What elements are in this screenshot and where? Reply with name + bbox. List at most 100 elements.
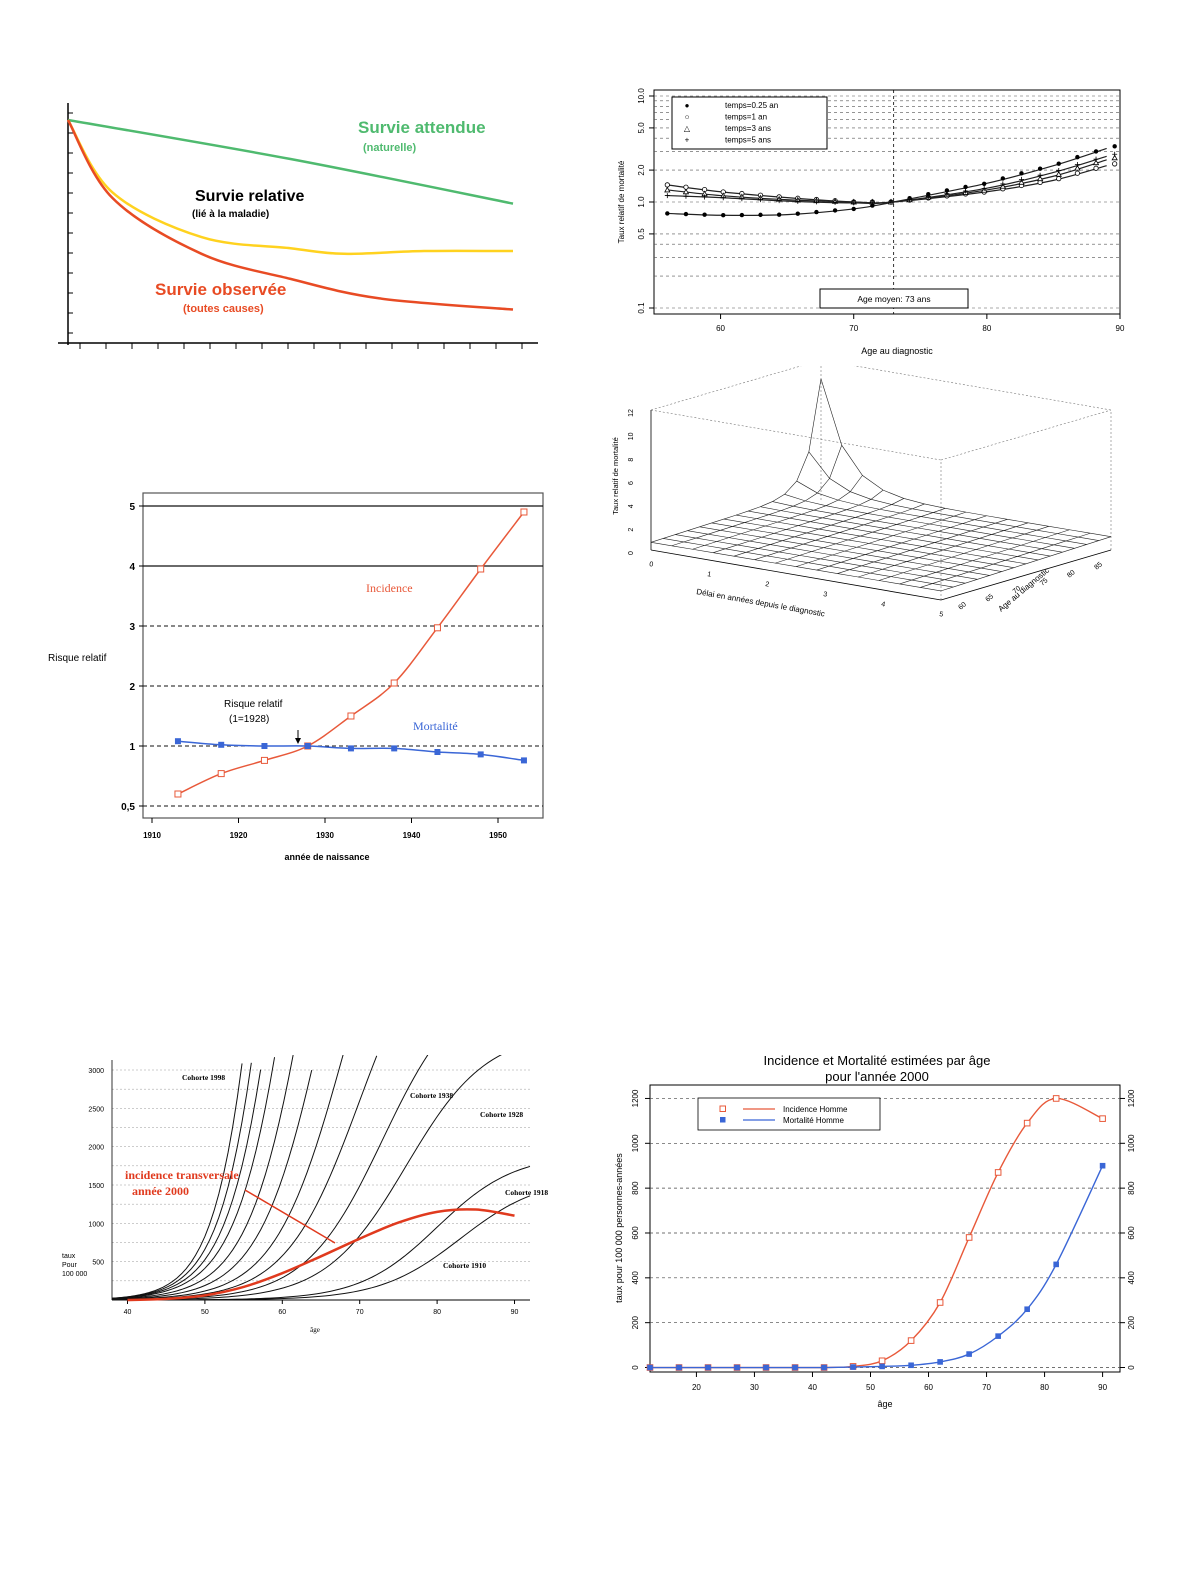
surface-mesh-line: [760, 506, 1051, 557]
data-point: [721, 213, 726, 218]
surface-mesh-line: [735, 514, 1027, 565]
box-edge: [650, 409, 942, 461]
chart-title-line-1: Incidence et Mortalité estimées par âge: [764, 1053, 991, 1068]
data-point: [870, 203, 875, 208]
surface-3d-panel: 0 2 4 6 8 10 12 0 1 2 3 4 5 60 65 70 75 80 85 Taux relatif …: [606, 366, 1116, 628]
z-axis-title: Taux relatif de mortalité: [611, 437, 620, 515]
cohort-incidence-panel: 500 1000 1500 2000 2500 3000 40 50 60 70 80 90 âge ta…: [60, 1055, 580, 1345]
relative-risk-panel: 0,5 1 2 3 4 5 1910 1920 1930 1940 1950 année de nai…: [40, 488, 560, 873]
x-tick-label: 60: [716, 324, 725, 333]
surface-mesh-line: [748, 510, 1039, 561]
data-point: [850, 1364, 856, 1370]
series-label: Survie relative: [195, 188, 305, 205]
data-point: [1019, 171, 1024, 176]
data-point: [702, 212, 707, 217]
data-point: [1099, 1162, 1106, 1169]
data-point: [1036, 175, 1044, 182]
x-tick-label: 4: [881, 601, 886, 609]
legend-symbol: △: [684, 124, 691, 133]
surface-mesh-line: [816, 515, 987, 571]
relative-risk-chart: 0,5 1 2 3 4 5 1910 1920 1930 1940 1950 année de nai…: [48, 492, 544, 862]
y-axis-title: Taux relatif de mortalité: [617, 160, 626, 243]
x-tick-label: 90: [1116, 324, 1125, 333]
x-tick-label: 1: [707, 571, 712, 579]
y-tick-label: 2500: [88, 1106, 104, 1113]
x-tick-label: 60: [924, 1383, 933, 1392]
x-tick-label: 5: [939, 611, 944, 619]
data-point: [739, 196, 745, 202]
data-point: [260, 756, 268, 764]
surface-mesh-line: [650, 378, 822, 543]
data-point: [925, 193, 931, 199]
y-tick-label: 85: [1093, 561, 1104, 571]
data-point: [261, 743, 268, 749]
y-tick-label: 60: [957, 601, 968, 611]
data-point: [477, 565, 485, 573]
legend-symbol: ○: [685, 113, 690, 122]
z-tick-label: 4: [628, 504, 635, 508]
data-point: [1093, 165, 1099, 171]
data-point: [1092, 159, 1100, 166]
data-point: [218, 741, 225, 748]
legend-label: temps=1 an: [725, 113, 767, 122]
data-point: [705, 1364, 711, 1371]
legend-marker: [720, 1117, 726, 1123]
data-point: [795, 198, 801, 204]
data-point: [434, 749, 441, 755]
x-tick-label: 20: [692, 1383, 701, 1392]
axis-line: [940, 549, 1112, 601]
data-point: [944, 188, 950, 193]
data-point: [814, 209, 819, 215]
y-tick-label: 1000: [631, 1134, 640, 1152]
data-point: [1112, 151, 1118, 157]
series-line-4: [667, 155, 1107, 205]
data-point: [477, 751, 484, 758]
data-point: [304, 743, 311, 749]
cohort-label: Cohorte 1928: [480, 1110, 523, 1119]
cohort-curve: [111, 1195, 531, 1301]
data-point: [879, 1363, 885, 1370]
surface-mesh-line: [837, 519, 1008, 574]
surface-mesh-line: [820, 378, 1112, 537]
x-axis-title: Délai en années depuis le diagnostic: [696, 587, 826, 618]
highlight-arrow: [244, 1189, 336, 1244]
legend-symbol: ●: [685, 101, 690, 110]
surface-mesh-line: [899, 529, 1070, 585]
y-tick-label: 1000: [88, 1221, 104, 1228]
x-tick-label: 3: [823, 591, 828, 599]
data-point: [937, 1359, 943, 1365]
cohort-curve: [111, 1055, 344, 1300]
data-point: [981, 186, 987, 192]
y-tick-label: 4: [129, 562, 135, 573]
data-point: [702, 194, 708, 200]
data-point: [851, 206, 856, 212]
y-tick-label: 1: [129, 742, 135, 753]
data-point: [391, 745, 398, 752]
z-tick-label: 10: [628, 432, 635, 440]
data-point: [174, 738, 181, 745]
x-tick-label: 80: [1040, 1383, 1049, 1392]
z-tick-label: 2: [628, 528, 635, 532]
x-tick-label: 2: [765, 581, 770, 589]
x-tick-label: 40: [808, 1383, 817, 1392]
data-point: [994, 1169, 1002, 1176]
data-point: [174, 790, 182, 798]
series-label: Incidence: [366, 581, 413, 595]
data-point: [1093, 156, 1099, 162]
y-tick-label: 2.0: [637, 164, 646, 176]
series-label: Mortalité: [413, 719, 458, 733]
y-tick-label: 1500: [88, 1183, 104, 1190]
data-point: [1053, 1261, 1059, 1268]
series-line-1: [177, 511, 525, 795]
x-tick-label: 90: [1098, 1383, 1107, 1392]
y-axis-title: Pour: [62, 1262, 77, 1269]
x-tick-label: 70: [982, 1383, 991, 1392]
cohort-curve: [111, 1063, 243, 1299]
x-tick-label: 80: [982, 324, 991, 333]
x-tick-label: 30: [750, 1383, 759, 1392]
surface-mesh-line: [772, 501, 1063, 553]
series-sublabel: (lié à la maladie): [192, 209, 269, 220]
survival-chart-panel: Survie attendue (naturelle) Survie relativ…: [58, 95, 548, 355]
y-tick-label-right: 800: [1127, 1181, 1136, 1195]
y-tick-label-right: 600: [1127, 1226, 1136, 1240]
